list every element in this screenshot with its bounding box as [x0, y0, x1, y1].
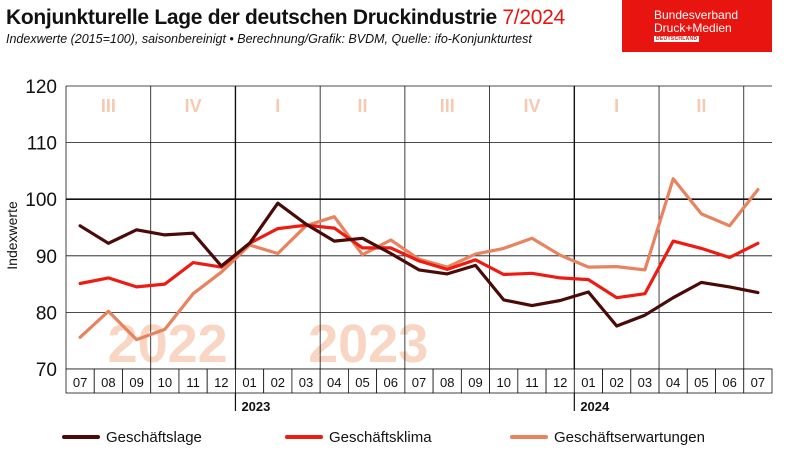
- x-tick-label-4: 11: [186, 375, 200, 390]
- quarter-label-4: II: [358, 96, 368, 116]
- x-tick-label-20: 03: [638, 375, 652, 390]
- month-box-15: [489, 368, 519, 394]
- x-tick-label-18: 01: [581, 375, 595, 390]
- legend-label-klima: Geschäftsklima: [329, 429, 432, 446]
- month-box-12: [404, 368, 434, 394]
- year-watermark-2023: 2023: [308, 314, 428, 374]
- x-tick-label-11: 06: [384, 375, 398, 390]
- month-box-10: [347, 368, 378, 394]
- month-box-23: [715, 368, 745, 394]
- quarter-label-7: I: [614, 96, 619, 116]
- chart-title-main: Konjunkturelle Lage der deutschen Drucki…: [6, 6, 497, 29]
- series-line-klima: [78, 223, 760, 300]
- y-tick-label-70: 70: [36, 360, 57, 381]
- month-box-14: [460, 368, 490, 394]
- series-line-lage: [78, 201, 760, 328]
- month-box-4: [178, 368, 208, 394]
- month-box-8: [291, 368, 321, 394]
- x-tick-label-14: 09: [468, 375, 482, 390]
- month-box-6: [235, 368, 265, 394]
- chart-title: Konjunkturelle Lage der deutschen Drucki…: [6, 6, 565, 30]
- quarter-label-5: III: [440, 96, 455, 116]
- year-watermark-2022: 2022: [108, 314, 228, 374]
- month-box-24: [743, 368, 773, 394]
- legend-label-lage: Geschäftslage: [106, 429, 202, 446]
- quarter-label-2: IV: [185, 96, 202, 116]
- month-box-18: [573, 368, 603, 394]
- x-tick-label-9: 04: [327, 375, 341, 390]
- logo-line-1: Bundesverband: [654, 8, 739, 22]
- x-tick-label-3: 10: [158, 375, 172, 390]
- logo-line-2: Druck+Medien: [654, 21, 732, 35]
- chart-title-date: 7/2024: [502, 6, 565, 29]
- quarter-label-3: I: [275, 96, 280, 116]
- x-tick-label-6: 01: [242, 375, 256, 390]
- y-axis-label: Indexwerte: [4, 201, 20, 270]
- x-tick-label-16: 11: [525, 375, 539, 390]
- x-tick-label-5: 12: [214, 375, 228, 390]
- month-box-2: [122, 368, 152, 394]
- quarter-label-6: IV: [523, 96, 540, 116]
- month-box-3: [150, 368, 180, 394]
- month-box-9: [319, 368, 349, 394]
- x-tick-label-15: 10: [496, 375, 510, 390]
- month-box-1: [93, 368, 123, 394]
- x-tick-label-21: 04: [666, 375, 680, 390]
- quarter-label-8: II: [696, 96, 706, 116]
- month-box-11: [376, 368, 406, 394]
- month-box-19: [602, 368, 632, 394]
- legend-label-erwartungen: Geschäftserwartungen: [554, 429, 705, 446]
- x-tick-label-8: 03: [299, 375, 313, 390]
- x-tick-label-23: 06: [722, 375, 736, 390]
- month-box-7: [263, 368, 293, 394]
- title-block: Konjunkturelle Lage der deutschen Drucki…: [6, 6, 565, 46]
- month-box-17: [545, 368, 575, 394]
- month-box-22: [686, 368, 716, 394]
- chart-subtitle: Indexwerte (2015=100), saisonbereinigt •…: [6, 32, 532, 46]
- y-tick-label-120: 120: [25, 77, 57, 98]
- x-tick-label-0: 07: [73, 375, 87, 390]
- x-tick-label-19: 02: [609, 375, 623, 390]
- x-tick-label-17: 12: [553, 375, 567, 390]
- quarter-label-1: III: [101, 96, 116, 116]
- month-box-16: [517, 368, 547, 394]
- month-box-5: [206, 368, 236, 394]
- y-tick-label-100: 100: [25, 190, 57, 211]
- x-tick-label-13: 08: [440, 375, 454, 390]
- x-tick-label-2: 09: [129, 375, 143, 390]
- x-tick-label-12: 07: [412, 375, 426, 390]
- bvdm-logo: Bundesverband Druck+Medien DEUTSCHLAND: [622, 0, 772, 52]
- x-tick-label-7: 02: [271, 375, 285, 390]
- year-label-2023: 2023: [241, 399, 270, 414]
- year-label-2024: 2024: [580, 399, 610, 414]
- logo-line-3: DEUTSCHLAND: [654, 36, 700, 42]
- x-tick-label-22: 05: [694, 375, 708, 390]
- y-tick-label-90: 90: [36, 247, 57, 268]
- y-tick-label-80: 80: [36, 303, 57, 324]
- x-tick-label-10: 05: [355, 375, 369, 390]
- x-tick-label-1: 08: [101, 375, 115, 390]
- y-tick-label-110: 110: [27, 134, 57, 155]
- x-tick-label-24: 07: [751, 375, 765, 390]
